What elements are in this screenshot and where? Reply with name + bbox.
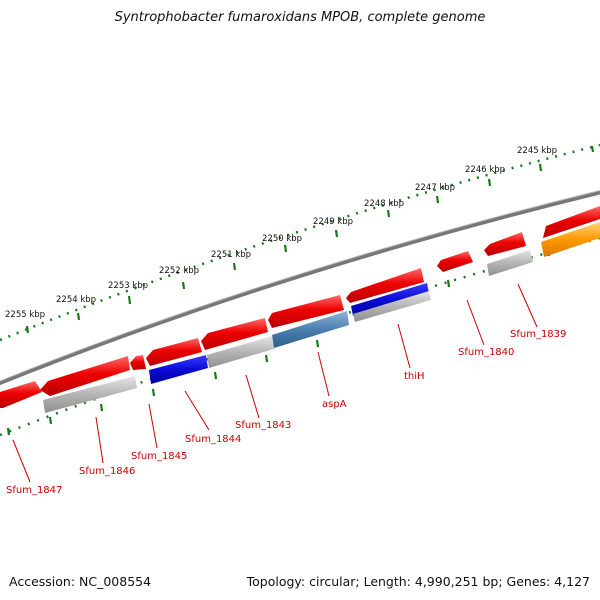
cds-row bbox=[0, 206, 600, 408]
scale-label: 2251 kbp bbox=[211, 250, 251, 260]
gene-row bbox=[43, 222, 600, 413]
scale-label: 2250 kbp bbox=[262, 234, 302, 244]
cds-arrow[interactable] bbox=[146, 338, 202, 366]
cds-arrow[interactable] bbox=[130, 355, 146, 370]
accession-text: Accession: NC_008554 bbox=[9, 574, 152, 589]
cds-arrow[interactable] bbox=[268, 295, 344, 328]
gene-label[interactable]: Sfum_1844 bbox=[185, 434, 241, 445]
gene-label[interactable]: Sfum_1846 bbox=[79, 466, 135, 477]
scale-label: 2245 kbp bbox=[517, 146, 557, 156]
gene-label[interactable]: Sfum_1839 bbox=[510, 329, 566, 340]
scale-label: 2246 kbp bbox=[465, 165, 505, 175]
gene-label[interactable]: Sfum_1840 bbox=[458, 347, 514, 358]
gene-label[interactable]: Sfum_1845 bbox=[131, 451, 187, 462]
scale-labels: 2245 kbp 2246 kbp 2247 kbp 2248 kbp 2249… bbox=[5, 146, 557, 320]
backbone bbox=[0, 189, 600, 386]
cds-arrow[interactable] bbox=[0, 381, 42, 408]
gene-label[interactable]: Sfum_1843 bbox=[235, 420, 291, 431]
gene-label[interactable]: aspA bbox=[322, 399, 347, 410]
gene-bar[interactable] bbox=[487, 250, 533, 276]
genome-summary-text: Topology: circular; Length: 4,990,251 bp… bbox=[246, 574, 590, 589]
outer-scale-ticks bbox=[0, 143, 600, 342]
gene-label[interactable]: thiH bbox=[404, 371, 425, 382]
cds-arrow[interactable] bbox=[201, 318, 268, 350]
cds-arrow[interactable] bbox=[437, 251, 473, 272]
cds-arrow[interactable] bbox=[543, 206, 600, 238]
gene-bar[interactable] bbox=[149, 355, 208, 384]
gene-bar[interactable] bbox=[207, 336, 274, 368]
gene-bar[interactable] bbox=[272, 311, 349, 348]
gene-bar[interactable] bbox=[351, 283, 429, 316]
outer-major-ticks bbox=[25, 145, 595, 334]
scale-label: 2254 kbp bbox=[56, 295, 96, 305]
cds-arrow[interactable] bbox=[346, 268, 424, 303]
gene-bar[interactable] bbox=[541, 222, 600, 257]
scale-label: 2252 kbp bbox=[159, 266, 199, 276]
gene-bar[interactable] bbox=[43, 376, 137, 413]
gene-labels: Sfum_1839 Sfum_1840 thiH aspA Sfum_1843 … bbox=[6, 329, 566, 496]
gene-bar[interactable] bbox=[353, 291, 431, 322]
scale-label: 2249 kbp bbox=[313, 217, 353, 227]
scale-label: 2248 kbp bbox=[364, 199, 404, 209]
leader-lines bbox=[12, 283, 538, 483]
scale-label: 2253 kbp bbox=[108, 281, 148, 291]
cds-arrow[interactable] bbox=[484, 232, 526, 256]
scale-label: 2255 kbp bbox=[5, 310, 45, 320]
gene-label[interactable]: Sfum_1847 bbox=[6, 485, 62, 496]
cds-arrow[interactable] bbox=[40, 356, 130, 396]
map-title: Syntrophobacter fumaroxidans MPOB, compl… bbox=[114, 10, 486, 25]
scale-label: 2247 kbp bbox=[415, 183, 455, 193]
